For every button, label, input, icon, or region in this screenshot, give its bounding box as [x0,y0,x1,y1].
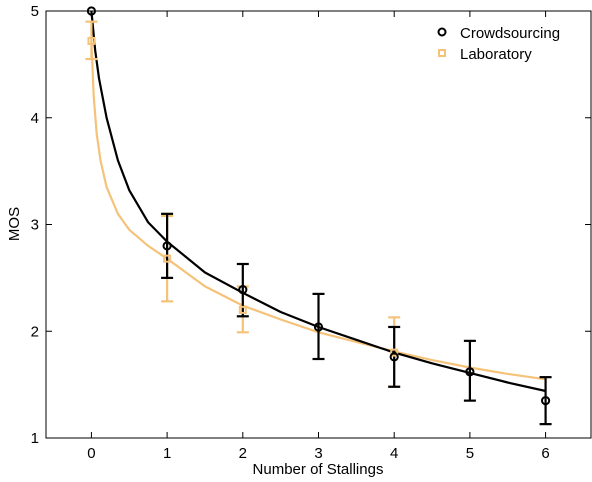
y-axis-label: MOS [6,207,23,241]
data-point-crowdsourcing [389,352,399,362]
data-point-laboratory [163,254,172,263]
x-tick-label: 5 [466,445,474,462]
legend-label-crowdsourcing: Crowdsourcing [460,25,560,42]
data-point-crowdsourcing [162,241,172,251]
data-point-crowdsourcing [313,322,324,332]
legend-marker-laboratory [438,49,446,57]
data-point-laboratory [390,348,399,357]
data-point-crowdsourcing [238,285,248,295]
x-axis-ticks: 0 1 2 3 4 5 6 [87,11,550,462]
plot-area [45,10,592,439]
data-point-laboratory [238,305,247,314]
y-tick-label: 3 [31,217,39,234]
legend-marker-crowdsourcing [437,27,447,37]
data-point-crowdsourcing [465,367,475,377]
y-tick-label: 1 [31,430,39,447]
x-tick-label: 6 [541,445,549,462]
y-tick-label: 2 [31,323,39,340]
x-axis-label: Number of Stallings [253,461,384,478]
y-axis-ticks: 1 2 3 4 5 [31,3,591,447]
x-tick-label: 4 [390,445,398,462]
y-tick-label: 5 [31,3,39,20]
y-tick-label: 4 [31,110,39,127]
legend-label-laboratory: Laboratory [460,46,532,63]
x-tick-label: 1 [163,445,171,462]
fit-curve-laboratory [90,40,546,381]
legend: Crowdsourcing Laboratory [437,25,560,63]
x-tick-label: 2 [239,445,247,462]
data-markers [86,6,551,406]
data-point-crowdsourcing [540,396,551,406]
x-tick-label: 0 [87,445,95,462]
fit-curve-crowdsourcing [90,10,546,393]
error-bars [85,20,552,426]
data-point-laboratory [87,36,96,45]
fit-curves [90,10,546,393]
x-tick-label: 3 [314,445,322,462]
